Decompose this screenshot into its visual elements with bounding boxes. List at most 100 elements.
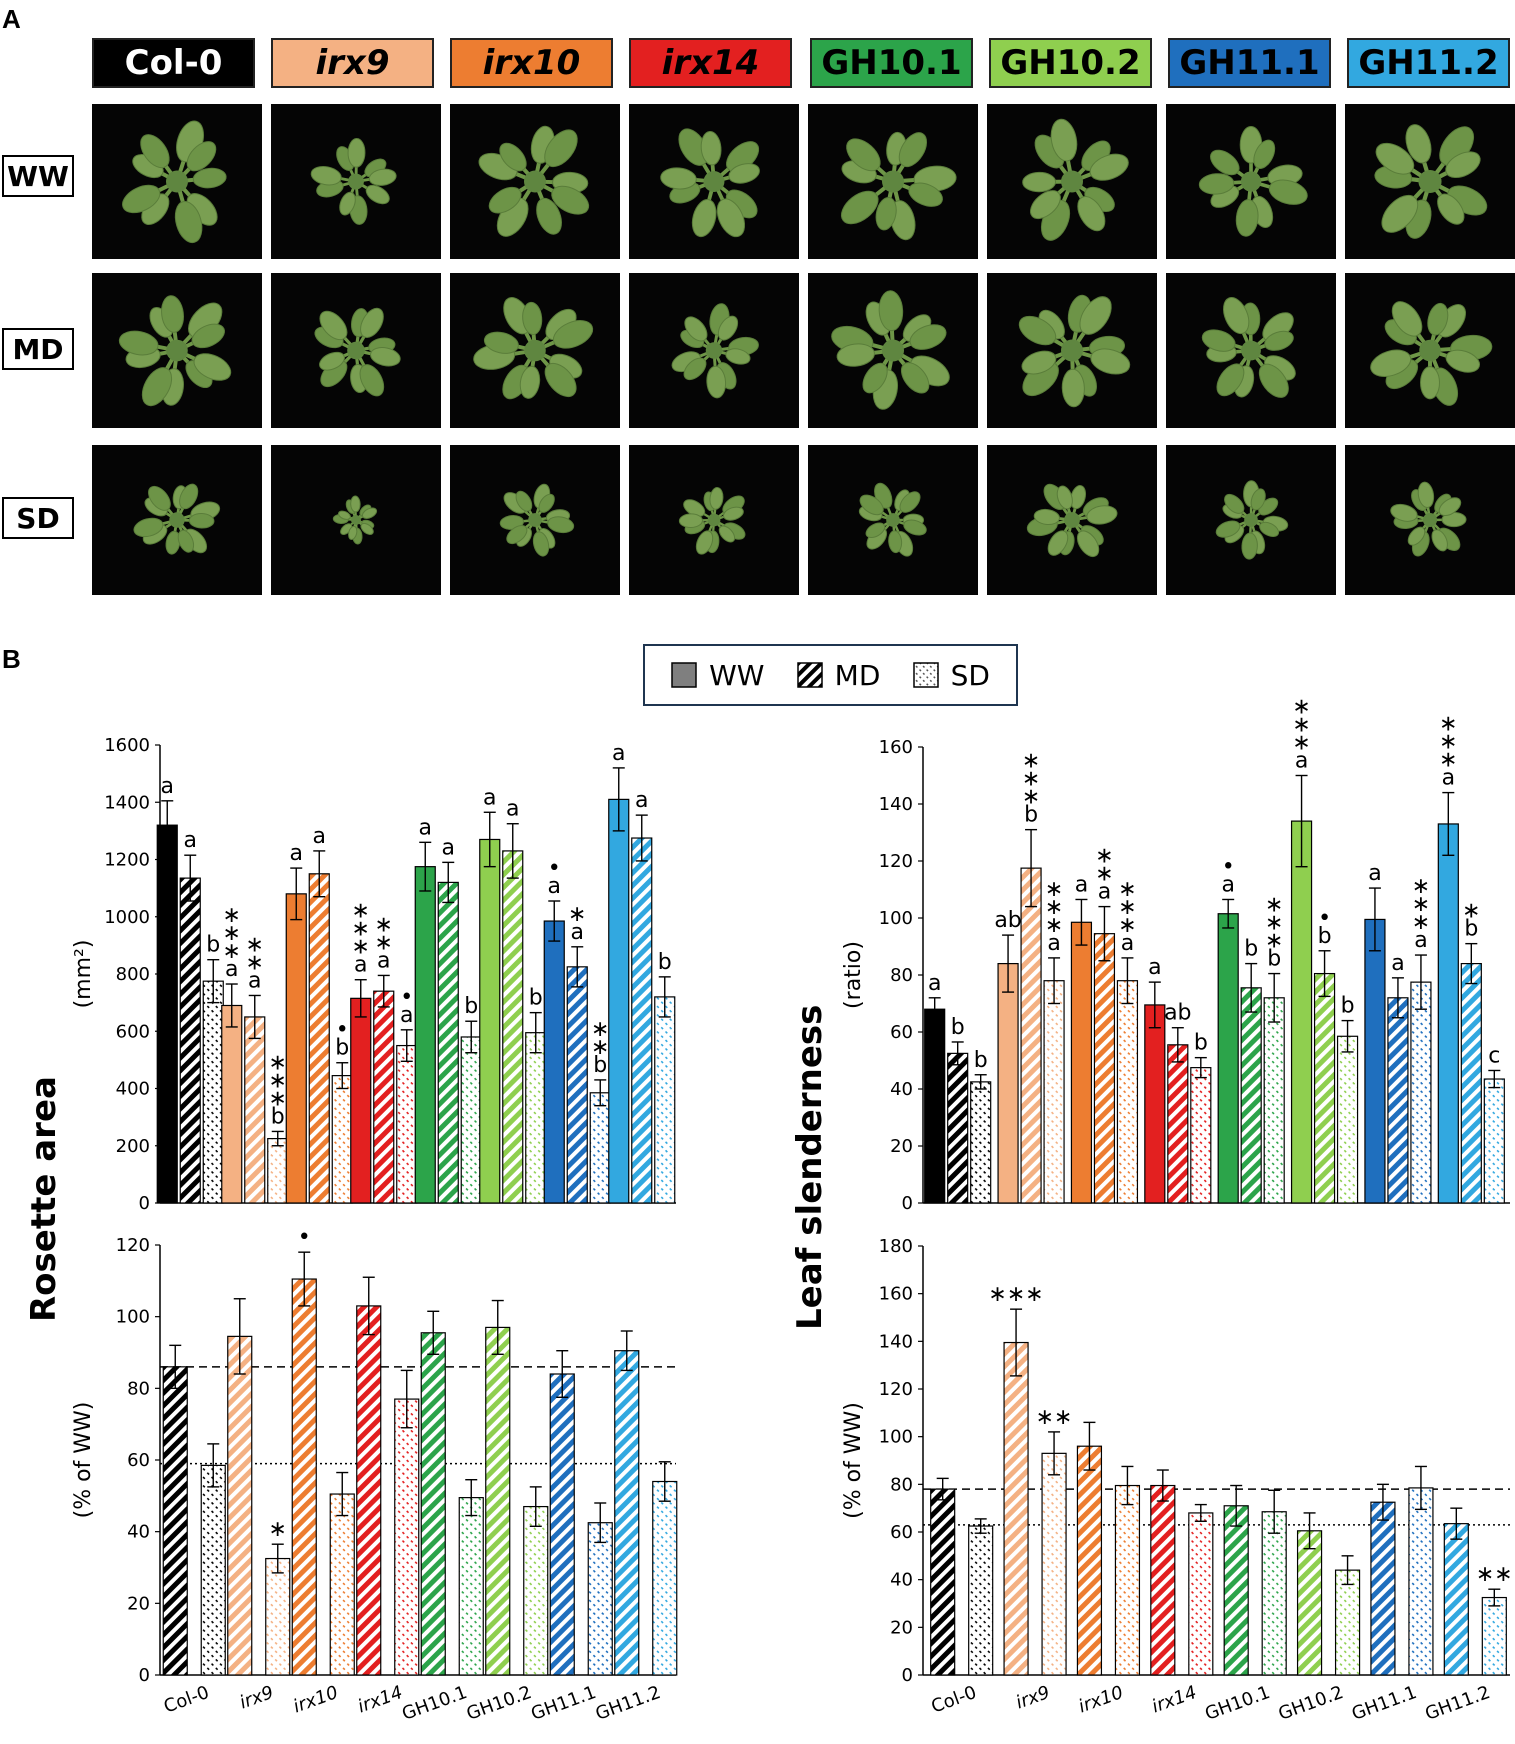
y-tick-label: 1200 (104, 850, 150, 871)
rosette-photo-sd-4 (808, 445, 978, 595)
bar-sd (968, 1525, 994, 1676)
bar-md (566, 966, 588, 1204)
significance-label: b (335, 1036, 349, 1061)
panel-letter-a: A (2, 4, 21, 34)
x-tick-label: irx9 (1013, 1682, 1053, 1714)
bar-ww (479, 838, 501, 1204)
x-tick-label: irx14 (355, 1682, 405, 1717)
significance-label: ∗ (1022, 767, 1040, 792)
significance-label: a (483, 785, 496, 810)
rosette-photo-sd-6 (1166, 445, 1336, 595)
bar-ww (1364, 918, 1386, 1204)
y-tick-label: 60 (890, 1022, 913, 1043)
bar-ww (924, 1008, 946, 1204)
genotype-header-irx9: irx9 (271, 38, 434, 88)
y-tick-label: 400 (116, 1079, 150, 1100)
bar-ww (156, 824, 178, 1204)
significance-label: ∗ (1095, 862, 1113, 887)
bar-md (485, 1326, 511, 1676)
bar-md (227, 1335, 253, 1676)
legend-item-sd: SD (912, 659, 990, 692)
rosette-photo-ww-4 (808, 104, 978, 259)
x-tick-label: GH10.1 (399, 1682, 470, 1725)
significance-label: a (377, 948, 390, 973)
bar-ww (997, 962, 1019, 1204)
significance-label: ∗∗ (1036, 1405, 1073, 1430)
significance-label: • (298, 1225, 311, 1250)
rosette-photo-md-5 (987, 273, 1157, 428)
row-label-sd: SD (2, 497, 74, 539)
rosette-photo-md-7 (1345, 273, 1515, 428)
bar-md (930, 1488, 956, 1676)
bar-ww (1070, 921, 1093, 1204)
significance-label: • (336, 1018, 349, 1043)
significance-label: b (1464, 917, 1478, 942)
bar-sd (1410, 981, 1432, 1204)
significance-label: b (529, 986, 543, 1011)
significance-label: ∗ (375, 912, 393, 937)
significance-label: a (928, 971, 941, 996)
significance-label: ∗ (1095, 844, 1113, 869)
significance-label: a (1121, 931, 1134, 956)
bar-md (1313, 972, 1336, 1204)
significance-label: ab (1164, 1001, 1191, 1026)
significance-label: ∗ (1022, 785, 1040, 810)
significance-label: ∗ (1118, 877, 1136, 902)
rosette-photo-sd-1 (271, 445, 441, 595)
legend-label-ww: WW (709, 658, 765, 692)
genotype-header-gh11-1: GH11.1 (1168, 38, 1331, 88)
bar-sd (1483, 1078, 1505, 1204)
bar-sd (970, 1081, 992, 1204)
significance-label: • (400, 985, 413, 1010)
bar-ww (1217, 913, 1239, 1204)
y-tick-label: 0 (902, 1193, 913, 1214)
significance-label: ∗ (375, 930, 393, 955)
bar-md (356, 1305, 382, 1676)
significance-label: a (612, 741, 625, 766)
significance-label: b (1267, 947, 1281, 972)
significance-label: a (548, 874, 561, 899)
significance-label: b (951, 1015, 965, 1040)
significance-label: b (1244, 937, 1258, 962)
genotype-header-gh11-2: GH11.2 (1347, 38, 1510, 88)
y-tick-label: 40 (127, 1522, 150, 1543)
bar-md (1370, 1501, 1396, 1676)
rosette-photo-sd-0 (92, 445, 262, 595)
bar-sd (458, 1497, 484, 1676)
significance-label: b (658, 950, 672, 975)
y-tick-label: 20 (890, 1617, 913, 1638)
y-tick-label: 0 (139, 1665, 150, 1686)
bar-md (179, 877, 201, 1204)
significance-label: ∗ (1118, 895, 1136, 920)
rosette-photo-ww-1 (271, 104, 441, 259)
significance-label: a (1047, 931, 1060, 956)
significance-label: ∗ (1412, 892, 1430, 917)
y-tick-label: 140 (879, 1331, 913, 1352)
significance-label: a (248, 968, 261, 993)
x-tick-label: irx10 (291, 1682, 341, 1717)
y-tick-label: 60 (890, 1522, 913, 1543)
bar-ww (1290, 820, 1313, 1204)
y-tick-label: 120 (879, 851, 913, 872)
bar-md (437, 881, 459, 1204)
bar-sd (1334, 1569, 1361, 1676)
bar-sd (1481, 1596, 1507, 1676)
y-tick-label: 100 (879, 1427, 913, 1448)
bar-ww (285, 893, 307, 1204)
panel-letter-b: B (2, 644, 21, 674)
x-tick-label: GH11.1 (1349, 1682, 1420, 1725)
genotype-header-gh10-2: GH10.2 (989, 38, 1152, 88)
y-tick-label: 80 (890, 1474, 913, 1495)
bar-md (1167, 1044, 1189, 1204)
bar-sd (329, 1493, 355, 1676)
genotype-header-irx14: irx14 (629, 38, 792, 88)
rosette-photo-md-4 (808, 273, 978, 428)
rosette-photo-md-6 (1166, 273, 1336, 428)
bar-md (1003, 1341, 1029, 1676)
rosette-photo-ww-6 (1166, 104, 1336, 259)
significance-label: ∗ (1439, 730, 1457, 755)
y-tick-label: 800 (116, 964, 150, 985)
significance-label: b (1194, 1031, 1208, 1056)
bar-sd (652, 1480, 678, 1676)
